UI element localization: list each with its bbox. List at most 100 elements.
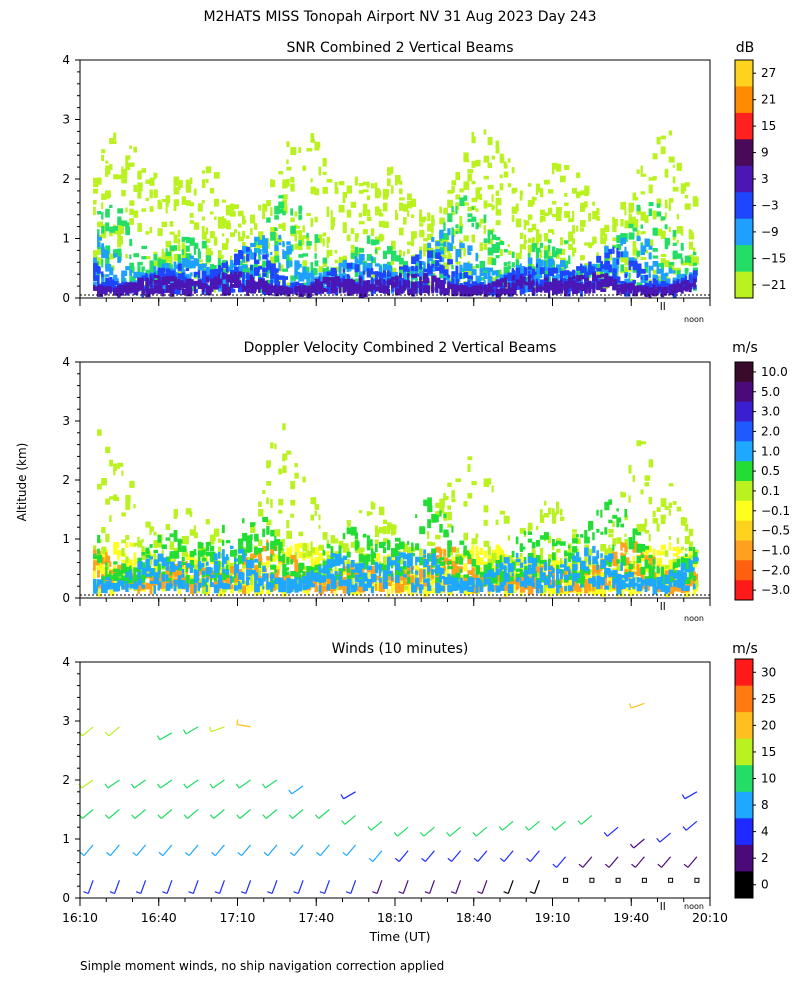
heatmap-cell: [197, 251, 201, 259]
heatmap-cell: [672, 546, 679, 551]
heatmap-cell: [560, 237, 564, 246]
heatmap-cell: [660, 262, 664, 271]
heatmap-cell: [419, 580, 425, 584]
heatmap-cell: [548, 281, 551, 287]
heatmap-cell: [302, 225, 305, 233]
heatmap-cell: [217, 277, 221, 281]
heatmap-cell: [620, 588, 624, 597]
heatmap-cell: [668, 226, 671, 233]
heatmap-cell: [185, 245, 190, 252]
heatmap-cell: [173, 205, 177, 211]
heatmap-cell: [258, 204, 262, 211]
heatmap-cell: [129, 288, 135, 293]
heatmap-cell: [656, 286, 662, 290]
heatmap-cell: [668, 542, 672, 551]
heatmap-cell: [121, 288, 125, 296]
heatmap-cell: [254, 223, 258, 230]
heatmap-cell: [644, 274, 649, 281]
heatmap-cell: [439, 206, 443, 214]
heatmap-cell: [197, 203, 203, 212]
heatmap-cell: [620, 492, 626, 498]
heatmap-cell: [246, 282, 249, 290]
x-axis-label: Time (UT): [368, 929, 430, 944]
heatmap-cell: [519, 195, 523, 199]
heatmap-cell: [475, 223, 480, 228]
heatmap-cell: [322, 288, 326, 292]
heatmap-cell: [451, 264, 454, 270]
heatmap-cell: [177, 263, 182, 271]
heatmap-cell: [608, 252, 612, 261]
heatmap-cell: [535, 268, 541, 275]
y-tick-label: 1: [62, 232, 70, 246]
heatmap-cell: [543, 245, 549, 251]
heatmap-cell: [217, 284, 222, 289]
heatmap-cell: [443, 241, 447, 247]
heatmap-cell: [334, 551, 341, 556]
heatmap-cell: [173, 268, 177, 273]
heatmap-cell: [672, 164, 675, 168]
heatmap-cell: [197, 279, 201, 288]
heatmap-cell: [362, 288, 368, 297]
heatmap-cell: [439, 273, 445, 279]
heatmap-cell: [326, 284, 331, 292]
heatmap-cell: [221, 262, 228, 269]
heatmap-cell: [334, 562, 337, 571]
heatmap-cell: [201, 278, 206, 284]
heatmap-cell: [600, 285, 603, 291]
heatmap-cell: [378, 235, 385, 240]
heatmap-cell: [181, 536, 188, 545]
heatmap-cell: [230, 211, 236, 217]
heatmap-cell: [382, 519, 388, 524]
heatmap-cell: [93, 250, 98, 260]
heatmap-cell: [201, 170, 205, 174]
heatmap-cell: [334, 278, 337, 283]
heatmap-cell: [495, 579, 501, 586]
heatmap-cell: [640, 441, 646, 445]
heatmap-cell: [459, 197, 465, 206]
heatmap-cell: [125, 266, 130, 271]
heatmap-cell: [499, 183, 504, 191]
heatmap-cell: [129, 262, 134, 269]
heatmap-cell: [515, 218, 522, 228]
heatmap-cell: [511, 585, 517, 593]
heatmap-cell: [483, 129, 487, 135]
heatmap-cell: [378, 213, 384, 217]
heatmap-cell: [600, 288, 607, 292]
heatmap-cell: [113, 253, 118, 258]
heatmap-cell: [258, 273, 262, 280]
heatmap-cell: [137, 277, 142, 283]
heatmap-cell: [507, 265, 511, 270]
heatmap-cell: [270, 284, 274, 292]
heatmap-cell: [181, 242, 185, 247]
heatmap-cell: [121, 539, 126, 544]
heatmap-cell: [294, 243, 299, 250]
heatmap-cell: [105, 245, 111, 255]
heatmap-cell: [213, 216, 217, 220]
heatmap-cell: [515, 279, 522, 286]
heatmap-cell: [644, 288, 650, 295]
heatmap-cell: [491, 559, 496, 563]
heatmap-cell: [475, 556, 480, 563]
heatmap-cell: [475, 551, 480, 557]
heatmap-cell: [242, 288, 245, 292]
heatmap-cell: [407, 241, 413, 246]
heatmap-cell: [306, 273, 311, 282]
heatmap-cell: [507, 535, 511, 541]
heatmap-cell: [242, 216, 246, 225]
y-tick-label: 4: [62, 53, 70, 67]
heatmap-cell: [254, 244, 259, 248]
heatmap-cell: [294, 281, 300, 286]
heatmap-cell: [387, 246, 393, 255]
heatmap-cell: [596, 207, 600, 215]
heatmap-cell: [197, 259, 203, 263]
heatmap-cell: [511, 206, 518, 214]
heatmap-cell: [266, 519, 272, 526]
heatmap-cell: [205, 238, 211, 243]
heatmap-cell: [632, 192, 637, 199]
heatmap-cell: [109, 204, 113, 208]
heatmap-cell: [572, 247, 577, 253]
heatmap-cell: [141, 546, 145, 553]
heatmap-cell: [318, 266, 324, 272]
heatmap-cell: [660, 287, 667, 291]
heatmap-cell: [290, 208, 293, 216]
